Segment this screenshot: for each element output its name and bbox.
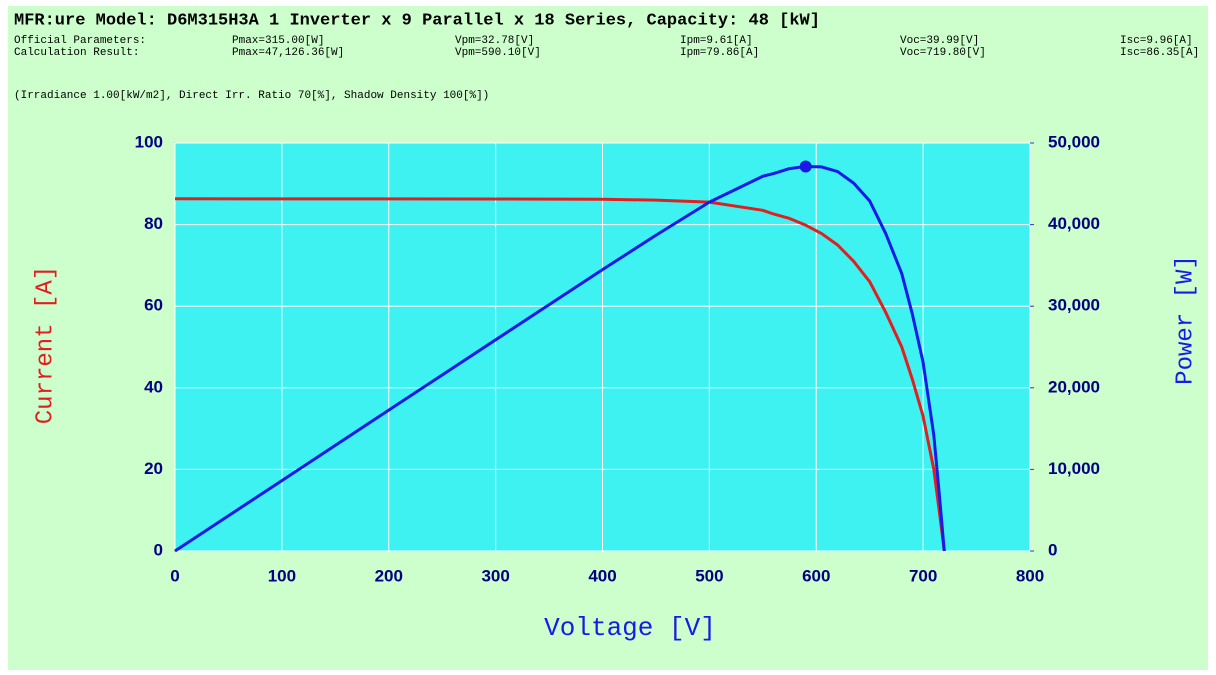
max-point xyxy=(799,160,812,173)
y-tick-label: 20 xyxy=(144,459,163,478)
x-tick-label: 800 xyxy=(1016,566,1044,585)
x-tick-label: 500 xyxy=(695,566,723,585)
parameter: Pmax=47,126.36[W] xyxy=(232,47,344,59)
y2-tick-label: 0 xyxy=(1048,540,1057,559)
parameter: Pmax=315.00[W] xyxy=(232,35,324,47)
series-line xyxy=(174,197,946,552)
y-tick-label: 0 xyxy=(154,540,163,559)
title: MFR:ure Model: D6M315H3A 1 Inverter x 9 … xyxy=(14,11,820,30)
y2-tick-label: 10,000 xyxy=(1048,459,1100,478)
parameter: Official Parameters: xyxy=(14,35,146,47)
x-tick-label: 200 xyxy=(375,566,403,585)
y-tick-label: 40 xyxy=(144,377,163,396)
x-tick-label: 300 xyxy=(481,566,509,585)
x-tick-label: 100 xyxy=(268,566,296,585)
y-tick-label: 100 xyxy=(135,132,163,151)
y-tick-label: 80 xyxy=(144,214,163,233)
y2-tick-label: 30,000 xyxy=(1048,296,1100,315)
y2-tick-label: 50,000 xyxy=(1048,132,1100,151)
parameter: Calculation Result: xyxy=(14,47,139,59)
parameter: Vpm=590.10[V] xyxy=(455,47,541,59)
x-tick-label: 400 xyxy=(588,566,616,585)
parameter: Isc=86.35[A] xyxy=(1120,47,1199,59)
y2-tick-label: 20,000 xyxy=(1048,377,1100,396)
x-tick-label: 600 xyxy=(802,566,830,585)
x-tick-label: 0 xyxy=(170,566,179,585)
y-tick-label: 60 xyxy=(144,296,163,315)
parameter: Ipm=9.61[A] xyxy=(680,35,753,47)
parameter: Vpm=32.78[V] xyxy=(455,35,534,47)
parameter: Ipm=79.86[A] xyxy=(680,47,759,59)
y2-tick-label: 40,000 xyxy=(1048,214,1100,233)
conditions: (Irradiance 1.00[kW/m2], Direct Irr. Rat… xyxy=(14,90,489,102)
parameter: Isc=9.96[A] xyxy=(1120,35,1193,47)
y-axis-label: Current [A] xyxy=(32,266,59,424)
series-line xyxy=(174,164,946,553)
x-tick-label: 700 xyxy=(909,566,937,585)
x-axis-label: Voltage [V] xyxy=(544,613,716,643)
y2-axis-label: Power [W] xyxy=(1172,255,1199,385)
parameter: Voc=719.80[V] xyxy=(900,47,986,59)
parameter: Voc=39.99[V] xyxy=(900,35,979,47)
